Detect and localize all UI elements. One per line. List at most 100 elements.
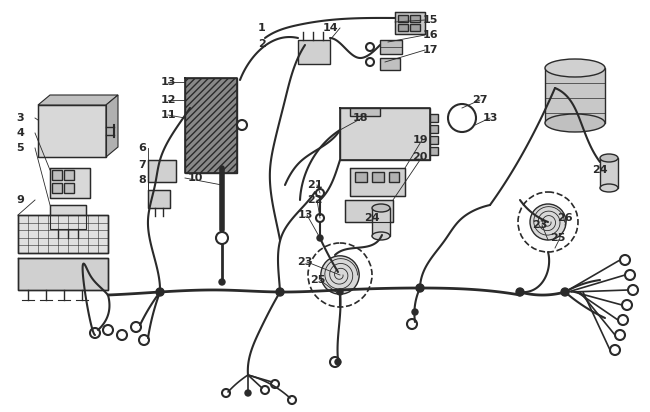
- Text: 13: 13: [297, 210, 313, 220]
- Circle shape: [628, 285, 638, 295]
- Bar: [64, 170, 74, 180]
- Polygon shape: [38, 95, 118, 105]
- Bar: [380, 58, 400, 70]
- Text: 4: 4: [16, 128, 24, 138]
- Circle shape: [416, 284, 424, 292]
- Text: 16: 16: [422, 30, 438, 40]
- Circle shape: [316, 214, 324, 222]
- Bar: [50, 205, 86, 229]
- Circle shape: [625, 270, 635, 280]
- Text: 6: 6: [138, 143, 146, 153]
- Bar: [340, 108, 430, 160]
- Text: 13: 13: [161, 77, 176, 87]
- Text: 17: 17: [422, 45, 437, 55]
- Text: 20: 20: [412, 152, 428, 162]
- Text: 21: 21: [307, 180, 323, 190]
- Circle shape: [366, 58, 374, 66]
- Text: 27: 27: [473, 95, 488, 105]
- Ellipse shape: [600, 184, 618, 192]
- Bar: [52, 183, 62, 193]
- Bar: [380, 40, 402, 54]
- Circle shape: [366, 43, 374, 51]
- Bar: [345, 200, 393, 222]
- Text: 1: 1: [258, 23, 266, 33]
- Bar: [410, 15, 420, 22]
- Text: 18: 18: [352, 113, 368, 123]
- Bar: [410, 24, 420, 31]
- Circle shape: [407, 319, 417, 329]
- Text: 3: 3: [16, 113, 24, 123]
- Bar: [395, 12, 425, 34]
- Circle shape: [216, 232, 228, 244]
- Circle shape: [622, 300, 632, 310]
- Bar: [52, 170, 62, 180]
- Text: 12: 12: [161, 95, 176, 105]
- Text: 14: 14: [322, 23, 338, 33]
- Ellipse shape: [372, 204, 390, 212]
- Bar: [430, 114, 438, 122]
- Bar: [430, 147, 438, 155]
- Bar: [50, 168, 90, 198]
- Circle shape: [237, 120, 247, 130]
- Text: 7: 7: [138, 160, 146, 170]
- Circle shape: [261, 386, 269, 394]
- Circle shape: [561, 288, 569, 296]
- Circle shape: [321, 256, 359, 294]
- Bar: [64, 183, 74, 193]
- Ellipse shape: [600, 154, 618, 162]
- Bar: [18, 215, 108, 253]
- Text: 8: 8: [138, 175, 146, 185]
- Text: 19: 19: [412, 135, 428, 145]
- Bar: [430, 125, 438, 133]
- Circle shape: [530, 204, 566, 240]
- Bar: [18, 258, 108, 290]
- Text: 15: 15: [422, 15, 437, 25]
- Circle shape: [271, 380, 279, 388]
- Text: 5: 5: [16, 143, 24, 153]
- Bar: [38, 105, 106, 157]
- Polygon shape: [106, 95, 118, 157]
- Text: 24: 24: [592, 165, 608, 175]
- Circle shape: [219, 279, 225, 285]
- Bar: [355, 172, 367, 182]
- Bar: [350, 108, 380, 116]
- Circle shape: [335, 359, 341, 365]
- Circle shape: [330, 357, 340, 367]
- Bar: [350, 168, 405, 196]
- Circle shape: [615, 330, 625, 340]
- Circle shape: [90, 328, 100, 338]
- Circle shape: [516, 288, 524, 296]
- Bar: [398, 15, 408, 22]
- Circle shape: [222, 389, 230, 397]
- Bar: [148, 160, 176, 182]
- Text: 25: 25: [551, 233, 566, 243]
- Circle shape: [117, 330, 127, 340]
- Text: 25: 25: [310, 275, 326, 285]
- Circle shape: [131, 322, 141, 332]
- Bar: [298, 40, 330, 64]
- Circle shape: [412, 309, 418, 315]
- Ellipse shape: [372, 232, 390, 240]
- Circle shape: [620, 255, 630, 265]
- Bar: [430, 136, 438, 144]
- Circle shape: [139, 335, 149, 345]
- Circle shape: [156, 288, 164, 296]
- Bar: [389, 172, 399, 182]
- Text: 26: 26: [557, 213, 573, 223]
- Text: 23: 23: [297, 257, 313, 267]
- Ellipse shape: [545, 59, 605, 77]
- Bar: [398, 24, 408, 31]
- Bar: [185, 78, 237, 173]
- Text: 24: 24: [364, 213, 380, 223]
- Text: 22: 22: [307, 195, 323, 205]
- Ellipse shape: [545, 114, 605, 132]
- Circle shape: [618, 315, 628, 325]
- Circle shape: [288, 396, 296, 404]
- Circle shape: [103, 325, 113, 335]
- Bar: [545, 68, 605, 123]
- Circle shape: [337, 289, 343, 295]
- Circle shape: [610, 345, 620, 355]
- Circle shape: [317, 235, 323, 241]
- Text: 10: 10: [187, 173, 203, 183]
- Bar: [372, 208, 390, 236]
